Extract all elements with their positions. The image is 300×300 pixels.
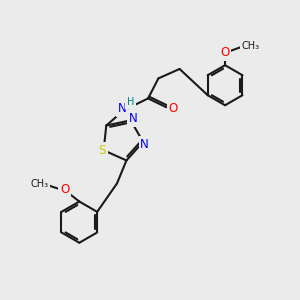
Text: N: N [140, 138, 149, 151]
Text: O: O [168, 102, 177, 115]
Text: O: O [60, 183, 69, 196]
Text: H: H [127, 97, 134, 107]
Text: O: O [220, 46, 230, 59]
Text: CH₃: CH₃ [31, 179, 49, 190]
Text: CH₃: CH₃ [242, 41, 260, 51]
Text: N: N [129, 112, 137, 125]
Text: N: N [118, 102, 127, 115]
Text: S: S [98, 144, 106, 157]
